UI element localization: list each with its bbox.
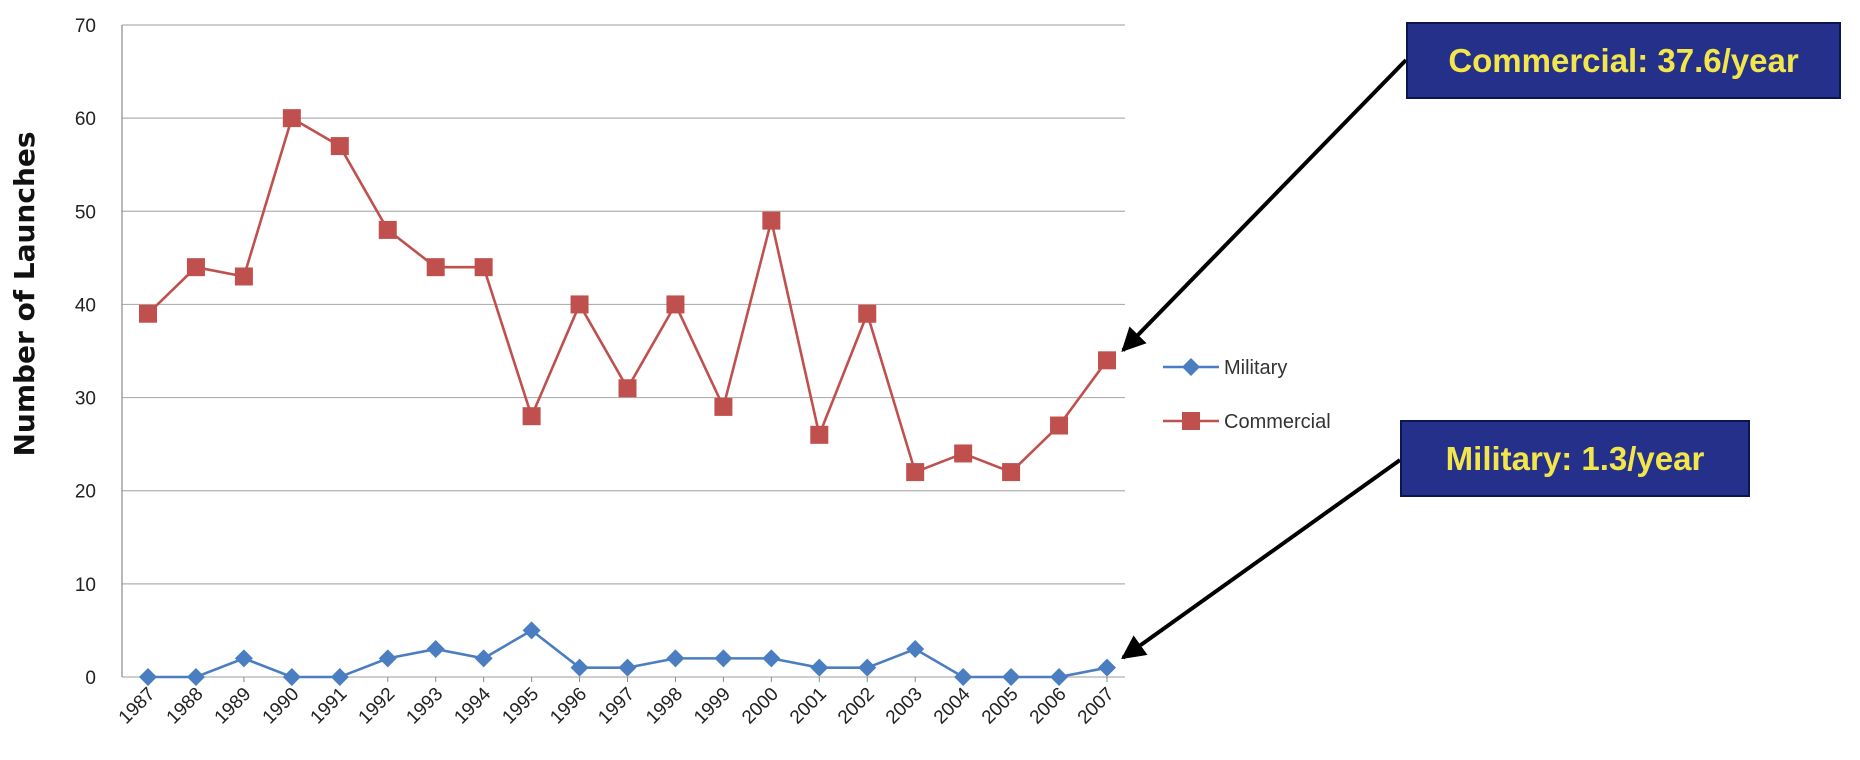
commercial-point: [379, 221, 397, 239]
x-tick-label: 1998: [642, 684, 687, 729]
commercial-point: [331, 137, 349, 155]
commercial-point: [1002, 463, 1020, 481]
military-point: [666, 649, 684, 667]
military-point: [1050, 668, 1068, 686]
commercial-point: [762, 212, 780, 230]
x-tick-label: 1997: [594, 684, 639, 729]
military-point: [714, 649, 732, 667]
commercial-line: [148, 118, 1107, 472]
commercial-point: [523, 407, 541, 425]
military-point: [762, 649, 780, 667]
commercial-point: [283, 109, 301, 127]
military-point: [906, 640, 924, 658]
commercial-point: [427, 258, 445, 276]
x-tick-label: 1989: [211, 684, 256, 729]
commercial-point: [954, 444, 972, 462]
commercial-point: [1050, 417, 1068, 435]
commercial-series: [139, 109, 1116, 481]
commercial-legend-label: Commercial: [1224, 411, 1331, 433]
x-tick-label: 1990: [259, 684, 304, 729]
commercial-point: [810, 426, 828, 444]
military-point: [187, 668, 205, 686]
military-point: [235, 649, 253, 667]
military-point: [379, 649, 397, 667]
x-tick-label: 2002: [834, 684, 879, 729]
x-tick-label: 2000: [738, 684, 783, 729]
y-tick-label: 10: [75, 575, 96, 596]
military-point: [619, 659, 637, 677]
annotation-arrow: [1123, 60, 1406, 350]
y-tick-label: 60: [75, 109, 96, 130]
x-tick-label: 1993: [402, 684, 447, 729]
x-tick-label: 1988: [163, 684, 208, 729]
x-tick-label: 2005: [978, 684, 1023, 729]
commercial-point: [619, 379, 637, 397]
x-tick-label: 1996: [546, 684, 591, 729]
military-point: [1098, 659, 1116, 677]
x-tick-label: 1995: [498, 684, 543, 729]
x-axis-ticks: 1987 1988 1989 1990 1991 1992 1993 1994 1995 1996…: [115, 677, 1119, 728]
military-point: [427, 640, 445, 658]
y-tick-label: 70: [75, 16, 96, 37]
commercial-point: [187, 258, 205, 276]
commercial-point: [235, 267, 253, 285]
x-tick-label: 2006: [1026, 684, 1071, 729]
military-point: [283, 668, 301, 686]
commercial-point: [571, 295, 589, 313]
legend: Military Commercial: [1163, 357, 1331, 433]
x-tick-label: 2004: [930, 683, 975, 728]
commercial-point: [666, 295, 684, 313]
x-tick-label: 1992: [355, 684, 400, 729]
military-point: [858, 659, 876, 677]
x-tick-label: 1991: [307, 684, 352, 729]
commercial-point: [714, 398, 732, 416]
y-tick-label: 20: [75, 482, 96, 503]
x-tick-label: 2007: [1074, 684, 1119, 729]
military-point: [810, 659, 828, 677]
military-point: [475, 649, 493, 667]
military-point: [1002, 668, 1020, 686]
annotation-arrow: [1123, 460, 1400, 658]
commercial-point: [139, 305, 157, 323]
x-tick-label: 1999: [690, 684, 735, 729]
y-axis-ticks: 0 10 20 30 40 50 60 70: [75, 16, 96, 689]
commercial-point: [475, 258, 493, 276]
commercial-point: [1098, 351, 1116, 369]
military-series: [139, 621, 1116, 686]
x-tick-label: 1994: [450, 683, 495, 728]
commercial-point: [858, 305, 876, 323]
military-legend-marker: [1182, 358, 1200, 376]
y-tick-label: 50: [75, 202, 96, 223]
x-tick-label: 2003: [882, 684, 927, 729]
x-tick-label: 2001: [786, 684, 831, 729]
gridlines: [122, 25, 1125, 677]
commercial-legend-marker: [1182, 412, 1200, 430]
commercial-point: [906, 463, 924, 481]
y-tick-label: 40: [75, 295, 96, 316]
y-tick-label: 0: [85, 668, 96, 689]
military-point: [331, 668, 349, 686]
military-legend-label: Military: [1224, 357, 1287, 379]
y-axis-label: Number of Launches: [8, 131, 41, 456]
y-tick-label: 30: [75, 389, 96, 410]
commercial-annotation-box: Commercial: 37.6/year: [1406, 22, 1841, 99]
military-point: [954, 668, 972, 686]
military-annotation-box: Military: 1.3/year: [1400, 420, 1750, 497]
military-point: [139, 668, 157, 686]
x-tick-label: 1987: [115, 684, 160, 729]
